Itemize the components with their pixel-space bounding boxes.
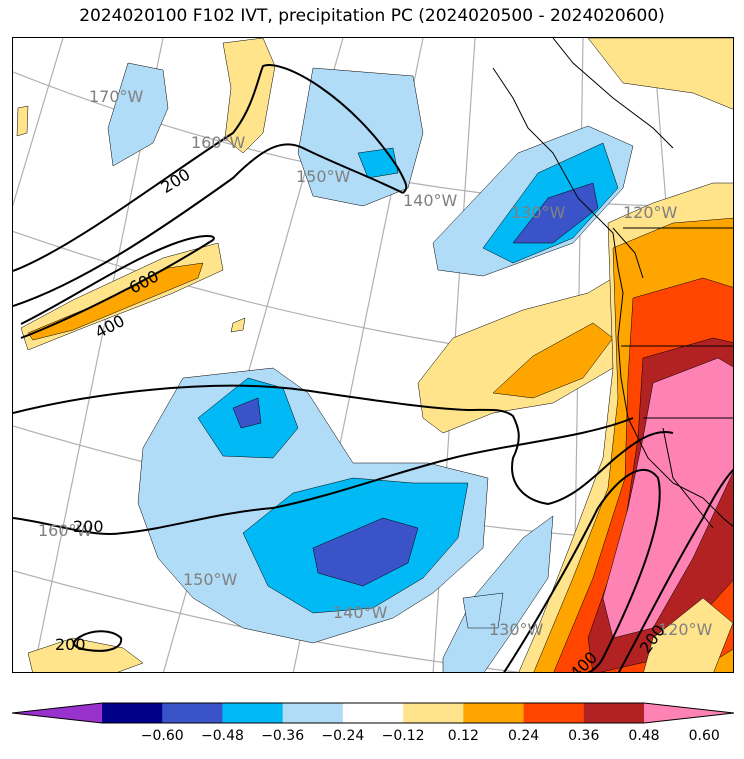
border-line (662, 427, 714, 529)
colorbar-segment (342, 703, 404, 723)
colorbar-tick-label: −0.24 (321, 728, 365, 744)
ivt-contour-600-band (20, 235, 215, 339)
royal-area (232, 397, 262, 429)
lightyellow-area (16, 105, 29, 137)
map-panel: 170°W 160°W 150°W 140°W 130°W 120°W 160°… (12, 37, 734, 673)
lon-label: 140°W (403, 191, 458, 210)
meridian-line (13, 38, 64, 207)
royal-area (312, 517, 419, 587)
coastlines (492, 38, 733, 529)
colorbar-tick-label: 0.12 (447, 728, 479, 744)
colorbar-segment (162, 703, 223, 723)
lon-label: 150°W (296, 167, 351, 186)
negative-anomaly-fields (107, 62, 634, 672)
pink-area (602, 357, 733, 639)
colorbar-tick-label: −0.48 (200, 728, 244, 744)
coastline (612, 227, 644, 279)
lon-label: 160°W (191, 133, 246, 152)
lightyellow-area (27, 637, 144, 672)
lon-label: 140°W (333, 603, 388, 622)
colorbar-tick-labels: −0.60 −0.48 −0.36 −0.24 −0.12 0.12 0.24 0.36 0.4… (0, 728, 744, 748)
lon-label: 160°W (38, 521, 93, 540)
lightyellow-area (587, 38, 733, 110)
colorbar-tick-label: −0.12 (381, 728, 425, 744)
colorbar-segment (403, 703, 464, 723)
colorbar-segment (102, 703, 163, 723)
parallel-line (13, 570, 523, 672)
ivt-contour-200-small (73, 630, 123, 652)
ivt-contour-200-loop (13, 143, 404, 307)
contour-label: 200 (158, 165, 194, 197)
ivt-contour-200-east (617, 468, 733, 672)
lon-label: 150°W (183, 570, 238, 589)
lon-label: 120°W (658, 620, 713, 639)
colorbar-segment (222, 703, 284, 723)
lon-label: 130°W (489, 620, 544, 639)
colorbar-tick-label: 0.24 (507, 728, 540, 744)
ivt-contours (13, 64, 733, 672)
lon-label: 130°W (511, 203, 566, 222)
contour-label: 200 (73, 517, 104, 536)
lon-label: 120°W (623, 203, 678, 222)
colorbar-tick-label: −0.60 (140, 728, 184, 744)
ivt-contour-400-south (503, 468, 661, 672)
colorbar-segment (583, 703, 645, 723)
colorbar-tick-label: 0.36 (568, 728, 600, 744)
ivt-contour-400 (13, 384, 674, 506)
coastline (552, 38, 674, 149)
colorbar-tick-label: 0.60 (688, 728, 720, 744)
lightblue-area (462, 592, 504, 629)
ivt-contour-200 (13, 64, 408, 272)
map-canvas: 170°W 160°W 150°W 140°W 130°W 120°W 160°… (13, 38, 733, 672)
ivt-contour-200-south (13, 417, 634, 535)
lightblue-area (107, 62, 169, 167)
colorbar-tick-label: 0.48 (628, 728, 660, 744)
coastline (492, 67, 733, 527)
cyan-area (357, 147, 399, 179)
lon-label: 170°W (89, 87, 144, 106)
colorbar-segment (523, 703, 585, 723)
contour-label: 200 (55, 635, 86, 654)
colorbar-segment (644, 703, 734, 723)
lightyellow-area (643, 597, 733, 672)
colorbar-segment (12, 703, 102, 723)
royal-area (512, 182, 599, 244)
colorbar (12, 702, 734, 724)
map-title: 2024020100 F102 IVT, precipitation PC (2… (79, 6, 665, 26)
colorbar-outline (12, 702, 734, 724)
colorbar-segment (463, 703, 525, 723)
colorbar-segment (282, 703, 344, 723)
lightyellow-area (230, 317, 246, 333)
colorbar-tick-label: −0.36 (261, 728, 305, 744)
